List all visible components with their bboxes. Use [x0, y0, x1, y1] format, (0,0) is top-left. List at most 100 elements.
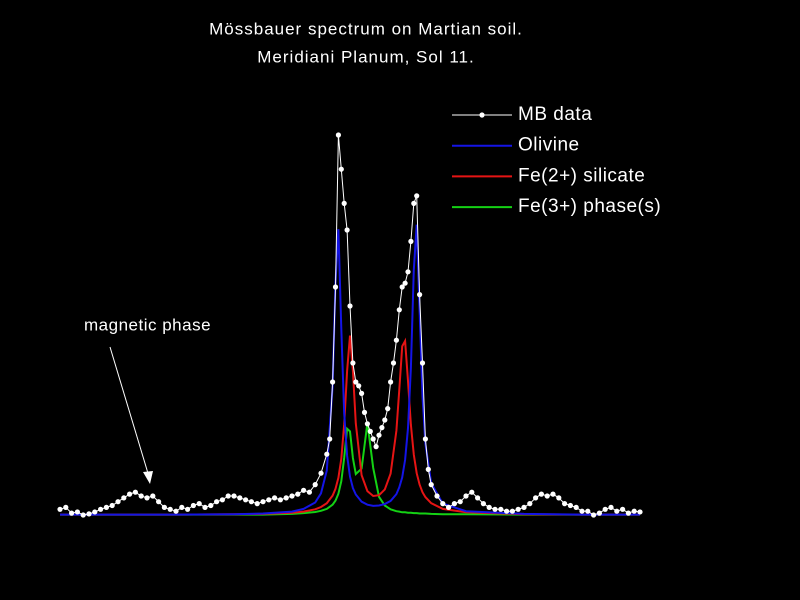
data-point — [231, 493, 237, 499]
data-point — [330, 379, 336, 385]
data-point — [338, 166, 344, 172]
series-line — [60, 224, 640, 516]
data-point — [451, 501, 457, 507]
data-point — [92, 509, 98, 515]
data-point — [591, 512, 597, 518]
data-point — [86, 511, 92, 517]
data-point — [402, 280, 408, 286]
data-point — [98, 506, 104, 512]
data-point — [344, 227, 350, 233]
data-point — [585, 508, 591, 514]
data-point — [367, 428, 373, 434]
data-point — [289, 493, 295, 499]
data-point — [150, 493, 156, 499]
data-point — [614, 508, 620, 514]
data-point — [393, 337, 399, 343]
data-point — [121, 495, 127, 501]
data-point — [202, 504, 208, 510]
data-point — [527, 501, 533, 507]
data-point — [254, 501, 260, 507]
data-point — [341, 200, 347, 206]
data-point — [399, 284, 405, 290]
data-point — [446, 504, 452, 510]
data-point — [80, 512, 86, 518]
data-point — [417, 292, 423, 298]
annotation-arrow — [109, 346, 151, 481]
data-point — [579, 508, 585, 514]
data-point — [376, 432, 382, 438]
data-point — [428, 482, 434, 488]
data-point — [492, 506, 498, 512]
data-point — [225, 493, 231, 499]
data-point — [550, 491, 556, 497]
data-point — [57, 506, 63, 512]
data-point — [509, 508, 515, 514]
data-point — [196, 501, 202, 507]
data-point — [167, 506, 173, 512]
data-point — [237, 495, 243, 501]
data-point — [103, 504, 109, 510]
data-point — [260, 499, 266, 505]
data-point — [637, 509, 643, 515]
data-point — [608, 504, 614, 510]
data-point — [266, 497, 272, 503]
data-point — [301, 487, 307, 493]
data-point — [620, 506, 626, 512]
data-point — [69, 510, 75, 516]
data-point — [469, 489, 475, 495]
data-point — [385, 406, 391, 412]
chart-title: Mössbauer spectrum on Martian soil. — [209, 19, 523, 38]
data-point — [625, 510, 632, 516]
data-point — [562, 501, 568, 507]
data-point — [127, 491, 133, 497]
annotation: magnetic phase — [84, 315, 211, 334]
data-point — [214, 499, 220, 505]
data-point — [109, 502, 115, 509]
data-point — [486, 504, 492, 510]
data-point — [179, 504, 185, 510]
data-point — [440, 501, 446, 507]
data-point — [573, 504, 579, 510]
data-point — [144, 495, 150, 501]
data-point — [373, 444, 379, 450]
data-point — [185, 506, 191, 512]
data-point — [156, 499, 162, 505]
data-point — [544, 493, 550, 499]
data-point — [361, 409, 368, 415]
data-point — [138, 493, 144, 499]
data-point — [538, 491, 545, 497]
legend-label: Fe(2+) silicate — [518, 165, 645, 186]
data-point — [208, 502, 214, 509]
data-point — [353, 379, 359, 385]
data-point — [219, 497, 225, 503]
annotation-arrowhead — [143, 471, 153, 484]
data-point — [272, 495, 278, 501]
data-point — [318, 470, 324, 476]
data-point — [190, 502, 196, 509]
data-point — [379, 425, 385, 431]
data-point — [521, 504, 527, 510]
data-point — [370, 436, 376, 442]
data-point — [596, 510, 603, 516]
data-point — [335, 132, 341, 138]
data-point — [243, 497, 249, 503]
data-point — [347, 303, 353, 309]
data-point — [115, 499, 121, 505]
data-point — [434, 493, 440, 499]
legend-label: Olivine — [518, 135, 580, 156]
data-point — [63, 504, 69, 510]
data-point — [161, 504, 167, 510]
data-point — [356, 383, 362, 389]
data-point — [422, 436, 428, 442]
data-point — [327, 436, 333, 442]
data-point — [132, 489, 138, 495]
data-point — [419, 360, 426, 366]
data-point — [425, 466, 431, 472]
data-point — [396, 307, 402, 313]
legend-label: MB data — [518, 104, 592, 125]
data-point — [324, 451, 330, 457]
data-point — [533, 495, 539, 501]
series-line — [60, 422, 640, 516]
data-point — [480, 501, 486, 507]
